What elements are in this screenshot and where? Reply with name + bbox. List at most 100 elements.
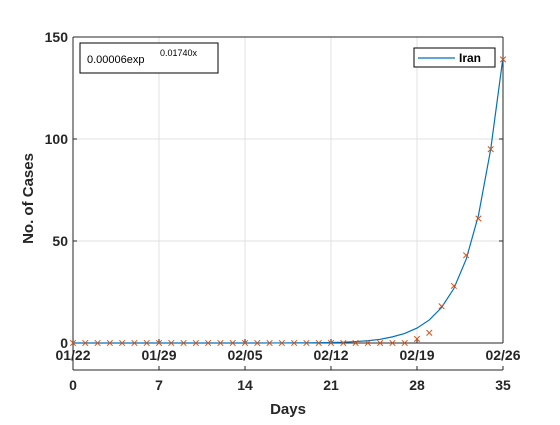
date-tick-label: 01/29 (141, 347, 176, 363)
data-point (180, 339, 187, 347)
data-point (340, 339, 347, 347)
grid-layer (73, 37, 503, 343)
data-point-stroke (168, 339, 175, 347)
data-point (352, 339, 359, 347)
data-point-stroke (499, 56, 507, 63)
data-point-stroke (69, 339, 77, 347)
labels-layer: 0 50 100 150 01/22 01/29 02/05 02/12 02/19 02/26 0… (20, 29, 521, 418)
data-point-stroke (426, 329, 433, 336)
data-point-stroke (438, 303, 445, 310)
data-point-stroke (106, 339, 114, 347)
series-layer (69, 56, 507, 347)
data-point-stroke (327, 339, 335, 347)
data-point (462, 252, 470, 259)
data-point-stroke (462, 252, 470, 259)
data-point (278, 339, 286, 347)
data-point (438, 303, 445, 310)
data-point-stroke (94, 339, 101, 347)
data-point (217, 339, 224, 347)
data-point-stroke (180, 339, 187, 347)
date-tick-label: 02/12 (313, 347, 348, 363)
data-point (266, 339, 273, 347)
data-point-stroke (376, 339, 384, 347)
data-point (450, 282, 458, 290)
data-point-stroke (278, 339, 286, 347)
data-point-stroke (82, 339, 89, 347)
data-point (290, 339, 298, 347)
x-axis-title: Days (270, 401, 306, 418)
data-point-stroke (340, 339, 347, 347)
data-point (401, 339, 408, 347)
data-point-stroke (204, 339, 212, 347)
y-tick-label: 150 (45, 29, 69, 45)
y-axis-title: No. of Cases (20, 153, 37, 244)
data-point (131, 339, 138, 347)
formula-annotation-base: 0.00006exp (87, 54, 145, 66)
axes-layer (72, 36, 504, 371)
day-tick-label: 7 (155, 377, 163, 393)
data-point-stroke (413, 335, 421, 343)
data-point (106, 339, 114, 347)
data-point (376, 339, 384, 347)
data-point-stroke (352, 339, 359, 347)
data-point-stroke (192, 339, 200, 347)
data-point (155, 339, 163, 347)
legend: Iran (413, 47, 496, 68)
data-point (94, 339, 101, 347)
data-point (254, 339, 261, 347)
date-tick-label: 02/26 (485, 347, 520, 363)
data-point-stroke (487, 146, 494, 153)
day-tick-label: 14 (237, 377, 253, 393)
data-point-stroke (475, 215, 482, 222)
data-point (364, 339, 372, 347)
data-point (229, 339, 236, 347)
data-point (303, 339, 310, 347)
data-point (241, 339, 249, 347)
data-point (82, 339, 89, 347)
data-point (118, 339, 126, 347)
data-point-stroke (266, 339, 273, 347)
data-point-stroke (254, 339, 261, 347)
data-point (475, 215, 482, 222)
data-point-stroke (143, 339, 150, 347)
day-tick-label: 28 (409, 377, 425, 393)
legend-label-iran: Iran (459, 51, 481, 65)
data-point (389, 339, 396, 347)
y-tick-label: 100 (45, 131, 69, 147)
data-point-stroke (364, 339, 372, 347)
data-point-stroke (118, 339, 126, 347)
date-tick-label: 02/19 (399, 347, 434, 363)
formula-annotation: 0.00006exp 0.01740x (79, 42, 219, 74)
data-point-stroke (401, 339, 408, 347)
data-point (327, 339, 335, 347)
date-tick-label: 02/05 (227, 347, 262, 363)
day-tick-label: 0 (69, 377, 77, 393)
y-tick-label: 0 (60, 335, 68, 351)
data-point (143, 339, 150, 347)
data-point-stroke (217, 339, 224, 347)
formula-annotation-exponent: 0.01740x (160, 48, 198, 58)
day-tick-label: 21 (323, 377, 339, 393)
data-point (204, 339, 212, 347)
data-point-stroke (241, 339, 249, 347)
fit-line-iran (73, 57, 504, 344)
data-point (487, 146, 494, 153)
data-point-stroke (155, 339, 163, 347)
data-point-stroke (389, 339, 396, 347)
data-point-stroke (315, 339, 322, 347)
data-point (413, 335, 421, 343)
data-point (192, 339, 200, 347)
data-point (426, 329, 433, 336)
data-point-stroke (290, 339, 298, 347)
data-point (315, 339, 322, 347)
formula-annotation-box (79, 42, 219, 74)
data-point (69, 339, 77, 347)
data-point-stroke (131, 339, 138, 347)
y-tick-label: 50 (52, 233, 68, 249)
day-tick-label: 35 (495, 377, 511, 393)
date-tick-label: 01/22 (55, 347, 90, 363)
data-point (168, 339, 175, 347)
data-point (499, 56, 507, 63)
